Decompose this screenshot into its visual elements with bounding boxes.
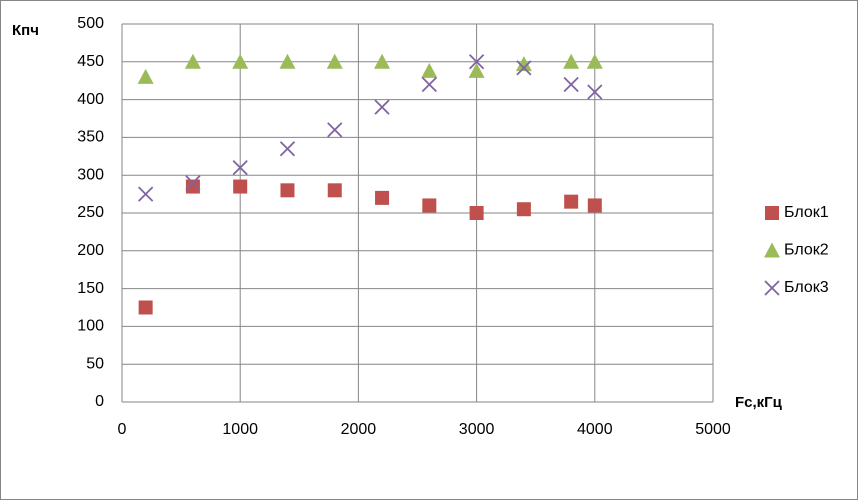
marker-x xyxy=(374,99,390,115)
x-tick-label: 4000 xyxy=(577,421,613,438)
marker-x-stroke xyxy=(421,76,437,93)
marker-x xyxy=(468,54,485,70)
marker-square xyxy=(185,179,200,194)
y-tick-label: 250 xyxy=(77,204,104,221)
marker-triangle xyxy=(586,53,603,69)
legend-label: Блок1 xyxy=(784,204,829,221)
marker-square xyxy=(327,183,342,198)
y-tick-label: 450 xyxy=(77,53,104,70)
x-tick-label: 1000 xyxy=(222,421,258,438)
x-axis-label: Fc,кГц xyxy=(735,394,783,411)
marker-square xyxy=(280,183,295,198)
marker-triangle xyxy=(515,56,532,72)
y-tick-label: 0 xyxy=(95,393,104,410)
marker-x-stroke xyxy=(587,84,603,100)
marker-x-stroke xyxy=(764,280,780,296)
x-tick-label: 0 xyxy=(118,421,127,438)
marker-triangle xyxy=(137,68,154,84)
marker-x xyxy=(516,60,532,76)
y-tick-label: 150 xyxy=(77,280,104,297)
marker-x-stroke xyxy=(374,99,390,115)
marker-triangle xyxy=(468,62,485,78)
marker-x xyxy=(327,122,343,138)
y-axis-label: Кпч xyxy=(12,22,39,39)
marker-triangle xyxy=(421,62,438,78)
marker-x-stroke xyxy=(468,54,485,70)
marker-x-stroke xyxy=(138,186,154,202)
marker-triangle xyxy=(764,242,780,258)
marker-triangle xyxy=(184,53,201,69)
marker-x-stroke xyxy=(279,141,296,157)
marker-square xyxy=(233,179,248,194)
y-tick-label: 300 xyxy=(77,166,104,183)
y-tick-label: 350 xyxy=(77,129,104,146)
marker-square xyxy=(765,206,779,220)
y-tick-label: 400 xyxy=(77,91,104,108)
y-tick-label: 500 xyxy=(77,15,104,32)
marker-x xyxy=(421,76,437,93)
legend-label: Блок2 xyxy=(784,242,829,259)
marker-triangle xyxy=(326,53,343,69)
legend-label: Блок3 xyxy=(784,279,829,296)
y-tick-label: 50 xyxy=(86,355,104,372)
marker-x xyxy=(764,280,780,296)
marker-x xyxy=(138,186,154,202)
y-tick-label: 200 xyxy=(77,242,104,259)
marker-square xyxy=(516,202,531,217)
marker-triangle xyxy=(232,53,249,69)
y-tick-label: 100 xyxy=(77,318,104,335)
marker-x-stroke xyxy=(516,60,532,76)
marker-square xyxy=(469,206,484,220)
marker-square xyxy=(138,300,153,315)
marker-square xyxy=(587,198,602,213)
marker-triangle xyxy=(374,53,391,69)
marker-x xyxy=(185,175,201,191)
x-tick-label: 3000 xyxy=(459,421,495,438)
marker-x xyxy=(563,76,579,93)
marker-x-stroke xyxy=(327,122,343,138)
marker-square xyxy=(564,194,579,209)
marker-x-stroke xyxy=(563,76,579,93)
marker-x xyxy=(279,141,296,157)
x-tick-label: 5000 xyxy=(695,421,731,438)
marker-x-stroke xyxy=(185,175,201,191)
x-tick-label: 2000 xyxy=(341,421,377,438)
marker-x-stroke xyxy=(232,160,248,176)
marker-triangle xyxy=(563,53,580,69)
marker-square xyxy=(375,190,390,205)
marker-x xyxy=(587,84,603,100)
marker-square xyxy=(422,198,437,213)
marker-x xyxy=(232,160,248,176)
marker-triangle xyxy=(279,53,296,69)
